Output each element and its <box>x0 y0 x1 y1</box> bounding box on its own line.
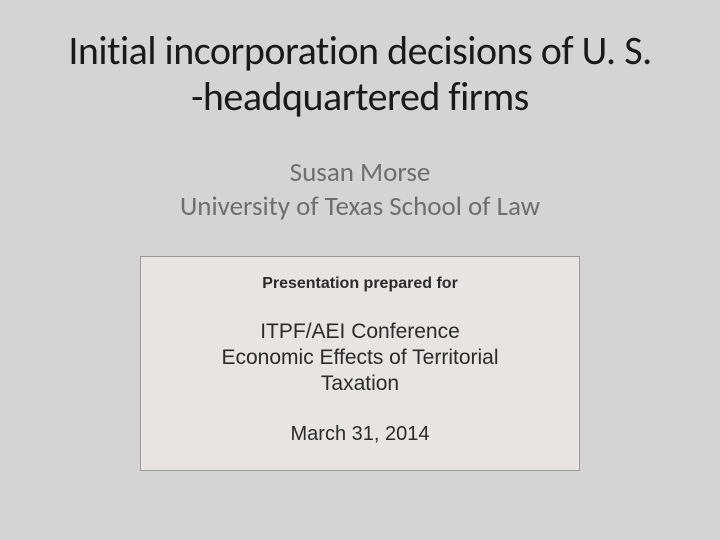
conference-block: ITPF/AEI Conference Economic Effects of … <box>153 319 567 398</box>
author-name: Susan Morse <box>0 156 720 190</box>
slide: Initial incorporation decisions of U. S.… <box>0 0 720 540</box>
title-line-2: -headquartered firms <box>0 74 720 120</box>
author-affiliation: University of Texas School of Law <box>0 190 720 224</box>
conference-line-3: Taxation <box>153 371 567 397</box>
slide-title: Initial incorporation decisions of U. S.… <box>0 0 720 120</box>
prepared-for-label: Presentation prepared for <box>153 275 567 293</box>
conference-line-1: ITPF/AEI Conference <box>153 319 567 345</box>
title-line-1: Initial incorporation decisions of U. S. <box>0 28 720 74</box>
author-block: Susan Morse University of Texas School o… <box>0 156 720 224</box>
conference-line-2: Economic Effects of Territorial <box>153 345 567 371</box>
info-box: Presentation prepared for ITPF/AEI Confe… <box>140 256 580 472</box>
presentation-date: March 31, 2014 <box>153 423 567 446</box>
